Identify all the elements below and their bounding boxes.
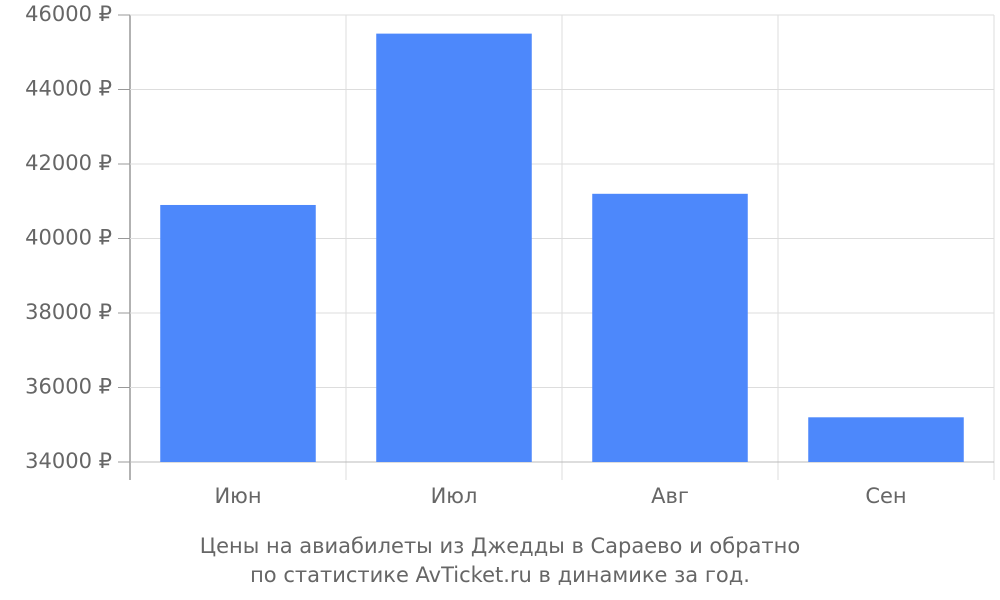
bar xyxy=(376,33,532,462)
x-tick-label: Июл xyxy=(431,484,478,508)
chart-title: Цены на авиабилеты из Джедды в Сараево и… xyxy=(200,534,800,558)
y-tick-label: 40000 ₽ xyxy=(25,226,112,250)
bar xyxy=(160,204,316,462)
x-tick-label: Сен xyxy=(865,484,906,508)
y-tick-label: 46000 ₽ xyxy=(25,2,112,26)
y-tick-label: 38000 ₽ xyxy=(25,300,112,324)
y-tick-label: 34000 ₽ xyxy=(25,449,112,473)
bar xyxy=(808,417,964,462)
y-tick-label: 36000 ₽ xyxy=(25,375,112,399)
y-tick-label: 42000 ₽ xyxy=(25,151,112,175)
chart-title: по статистике AvTicket.ru в динамике за … xyxy=(250,563,750,587)
x-tick-label: Июн xyxy=(214,484,261,508)
bar xyxy=(592,193,748,463)
y-tick-label: 44000 ₽ xyxy=(25,77,112,101)
x-tick-label: Авг xyxy=(651,484,689,508)
